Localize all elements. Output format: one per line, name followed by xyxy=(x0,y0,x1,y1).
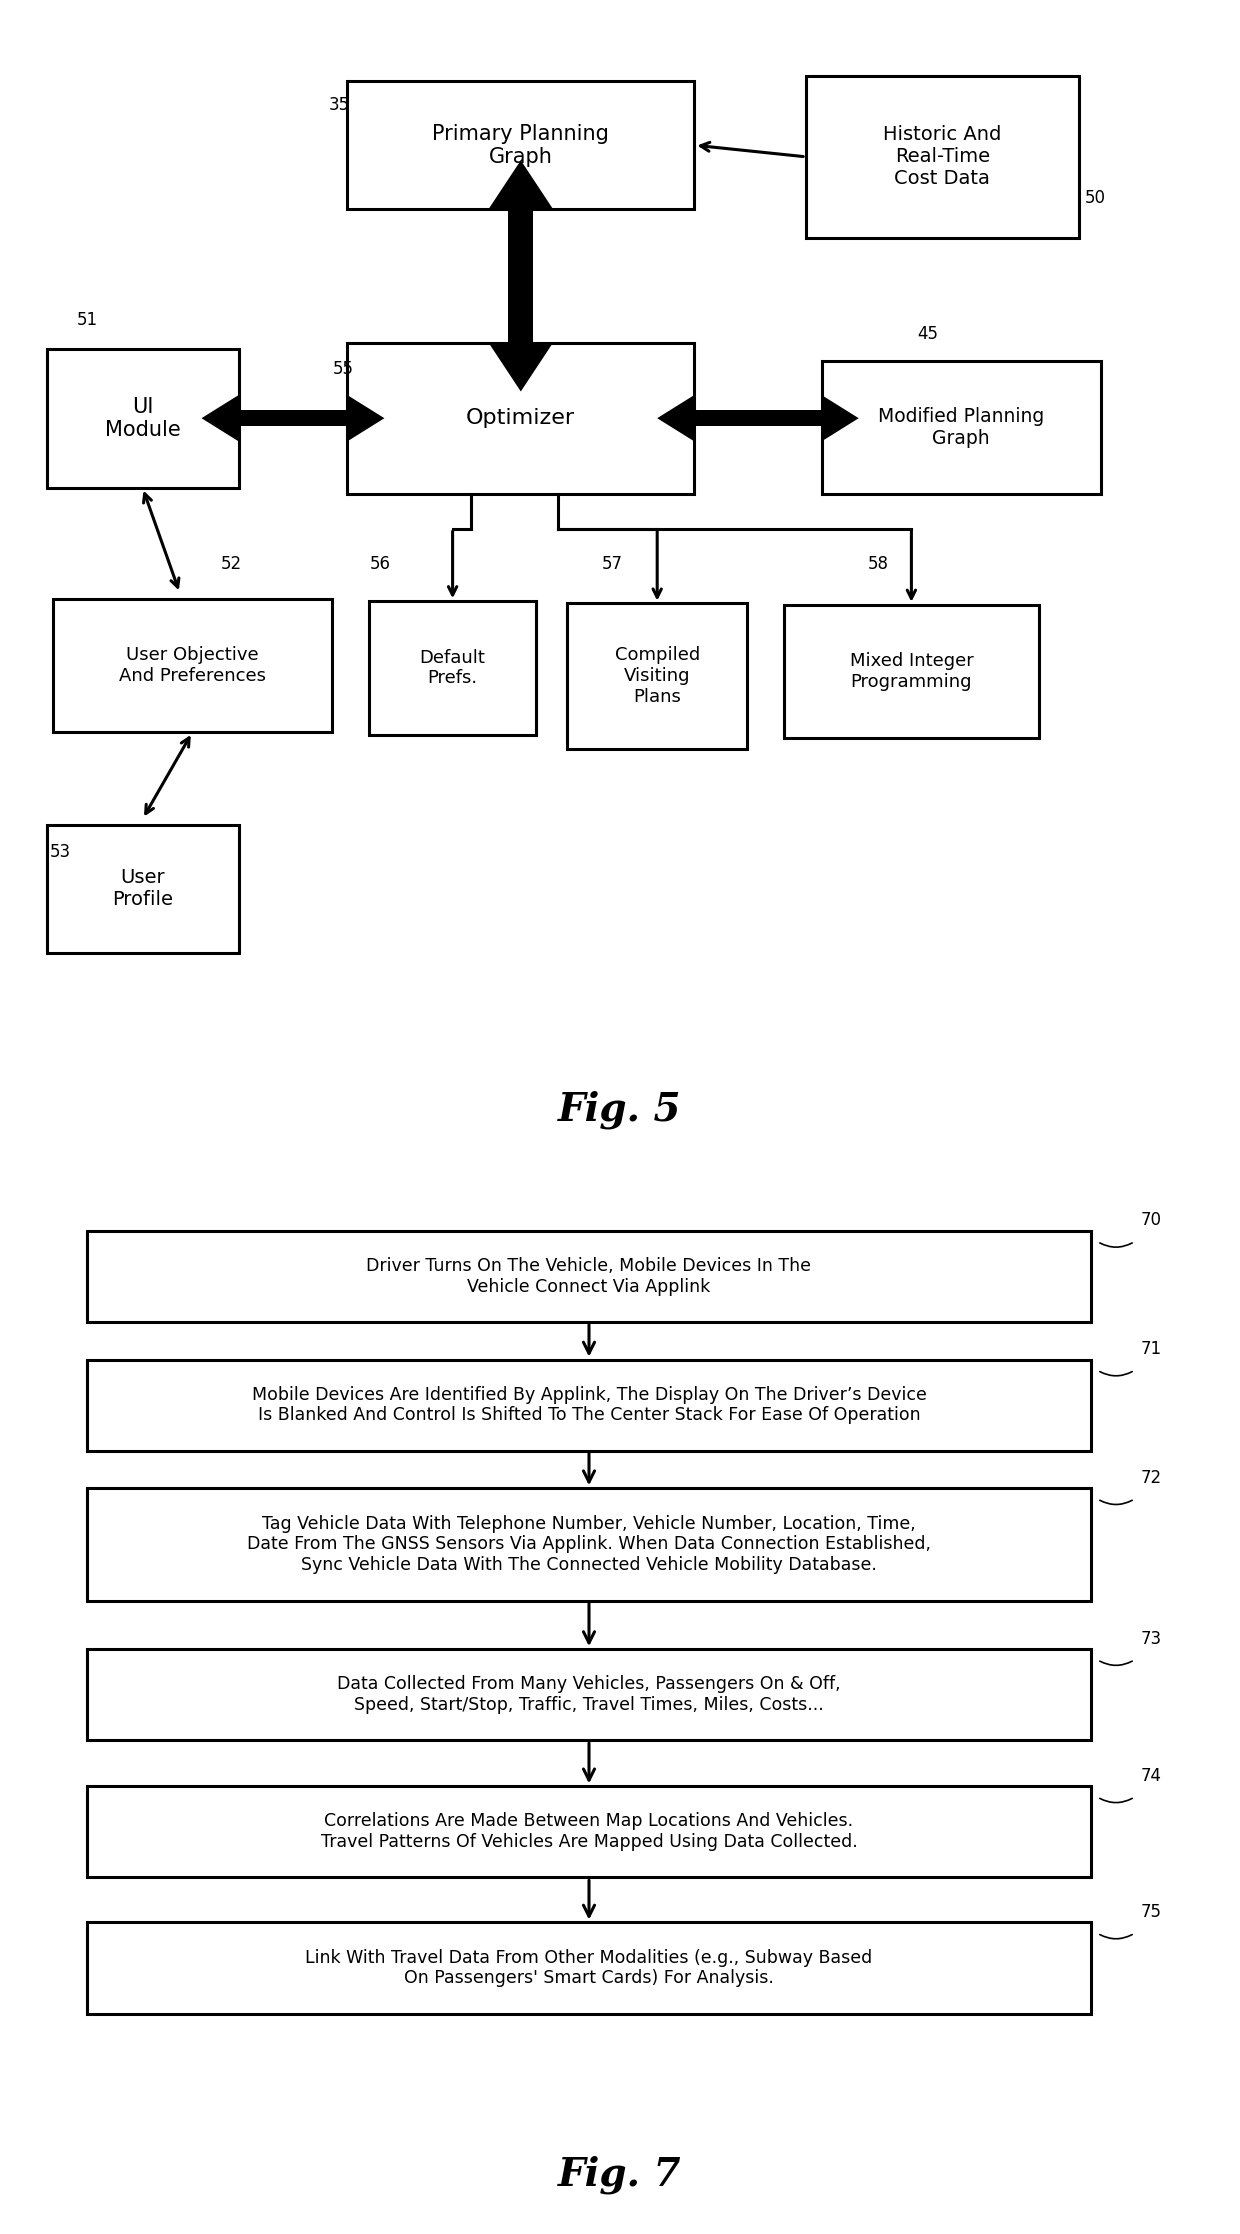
Text: Correlations Are Made Between Map Locations And Vehicles.
Travel Patterns Of Veh: Correlations Are Made Between Map Locati… xyxy=(321,1812,857,1852)
Text: 56: 56 xyxy=(370,556,391,574)
FancyBboxPatch shape xyxy=(806,76,1079,239)
Text: 73: 73 xyxy=(1141,1629,1162,1649)
Text: Data Collected From Many Vehicles, Passengers On & Off,
Speed, Start/Stop, Traff: Data Collected From Many Vehicles, Passe… xyxy=(337,1676,841,1713)
Polygon shape xyxy=(694,411,821,427)
FancyBboxPatch shape xyxy=(347,342,694,494)
Polygon shape xyxy=(489,161,553,210)
Text: Mobile Devices Are Identified By Applink, The Display On The Driver’s Device
Is : Mobile Devices Are Identified By Applink… xyxy=(252,1385,926,1425)
Polygon shape xyxy=(489,342,553,391)
FancyBboxPatch shape xyxy=(87,1231,1091,1323)
Text: Historic And
Real-Time
Cost Data: Historic And Real-Time Cost Data xyxy=(883,125,1002,188)
Text: Fig. 5: Fig. 5 xyxy=(558,1090,682,1128)
FancyBboxPatch shape xyxy=(784,605,1039,737)
Text: 35: 35 xyxy=(329,96,350,114)
FancyBboxPatch shape xyxy=(87,1649,1091,1740)
Polygon shape xyxy=(508,210,533,342)
FancyBboxPatch shape xyxy=(87,1361,1091,1450)
Text: Default
Prefs.: Default Prefs. xyxy=(419,648,486,688)
Text: User
Profile: User Profile xyxy=(112,869,174,909)
Polygon shape xyxy=(657,395,694,442)
Polygon shape xyxy=(821,395,858,442)
Text: 51: 51 xyxy=(77,311,98,328)
Text: 74: 74 xyxy=(1141,1767,1162,1785)
Text: 50: 50 xyxy=(1085,190,1106,208)
Text: Optimizer: Optimizer xyxy=(466,409,575,429)
FancyBboxPatch shape xyxy=(87,1787,1091,1877)
Text: 53: 53 xyxy=(50,842,71,862)
Text: Fig. 7: Fig. 7 xyxy=(558,2156,682,2194)
Text: 45: 45 xyxy=(918,326,939,344)
Polygon shape xyxy=(238,411,347,427)
Text: Tag Vehicle Data With Telephone Number, Vehicle Number, Location, Time,
Date Fro: Tag Vehicle Data With Telephone Number, … xyxy=(247,1515,931,1575)
Polygon shape xyxy=(201,395,238,442)
FancyBboxPatch shape xyxy=(52,599,332,733)
Text: 58: 58 xyxy=(868,556,889,574)
Text: Mixed Integer
Programming: Mixed Integer Programming xyxy=(849,652,973,690)
FancyBboxPatch shape xyxy=(347,80,694,210)
FancyBboxPatch shape xyxy=(370,601,536,735)
Text: 55: 55 xyxy=(332,360,353,378)
Text: Primary Planning
Graph: Primary Planning Graph xyxy=(433,123,609,168)
Text: Compiled
Visiting
Plans: Compiled Visiting Plans xyxy=(615,646,699,706)
Text: Modified Planning
Graph: Modified Planning Graph xyxy=(878,407,1044,449)
Text: 52: 52 xyxy=(221,556,242,574)
FancyBboxPatch shape xyxy=(568,603,746,748)
FancyBboxPatch shape xyxy=(821,360,1101,494)
Text: 75: 75 xyxy=(1141,1903,1162,1921)
FancyBboxPatch shape xyxy=(47,824,238,952)
Text: 70: 70 xyxy=(1141,1211,1162,1229)
Text: 57: 57 xyxy=(601,556,622,574)
Text: User Objective
And Preferences: User Objective And Preferences xyxy=(119,646,265,686)
Polygon shape xyxy=(347,395,384,442)
Text: Driver Turns On The Vehicle, Mobile Devices In The
Vehicle Connect Via Applink: Driver Turns On The Vehicle, Mobile Devi… xyxy=(367,1258,811,1296)
Text: Link With Travel Data From Other Modalities (e.g., Subway Based
On Passengers' S: Link With Travel Data From Other Modalit… xyxy=(305,1948,873,1988)
FancyBboxPatch shape xyxy=(87,1488,1091,1602)
FancyBboxPatch shape xyxy=(47,349,238,487)
Text: UI
Module: UI Module xyxy=(104,398,181,440)
Text: 72: 72 xyxy=(1141,1468,1162,1488)
FancyBboxPatch shape xyxy=(87,1923,1091,2013)
Text: 71: 71 xyxy=(1141,1340,1162,1358)
